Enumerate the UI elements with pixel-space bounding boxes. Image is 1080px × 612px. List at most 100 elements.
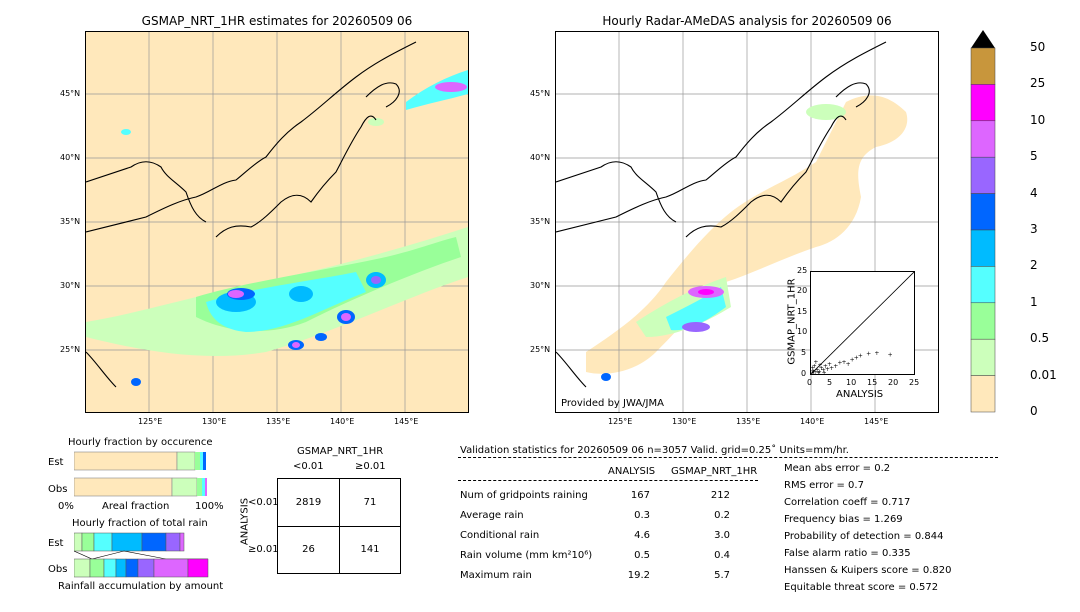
colorbar-label: 1 [1030,294,1038,309]
right-lat-label: 35°N [530,217,551,226]
scatter-point: + [825,366,830,373]
radar-credit: Provided by JWA/JMA [561,398,664,409]
colorbar-label: 5 [1030,149,1038,164]
right-map-svg [556,32,938,412]
colorbar-extend-arrow [971,30,995,48]
scatter-point: + [854,355,859,362]
scatter-point: + [811,369,816,374]
amount-bars [74,532,209,578]
left-lat-label: 25°N [60,345,81,354]
left-lon-label: 145°E [394,417,419,426]
scatter-point: + [846,361,851,368]
contingency-row-lt: <0.01 [248,497,279,508]
scatter-point: + [829,365,834,372]
left-lat-label: 45°N [60,89,81,98]
scatter-ytick: 0 [801,369,807,378]
scatter-xtick: 0 [807,378,813,387]
right-map-coast [556,41,887,388]
scatter-point: + [813,359,818,366]
colorbar-label: 0.01 [1030,367,1057,382]
stat-gsmap: 5.7 [714,570,730,581]
scatter-point: + [822,369,827,374]
scatter-xtick: 15 [867,378,878,387]
scatter-point: + [837,360,842,367]
contingency-row-ge: ≥0.01 [248,544,279,555]
colorbar-label: 4 [1030,185,1038,200]
right-map-title: Hourly Radar-AMeDAS analysis for 2026050… [602,14,892,28]
left-lon-label: 135°E [266,417,291,426]
colorbar-block [970,193,996,231]
left-lat-label: 35°N [60,217,81,226]
stat-analysis: 4.6 [634,530,650,541]
score-line: Probability of detection = 0.844 [784,531,944,542]
score-line: Mean abs error = 0.2 [784,463,891,474]
occurrence-axis-left: 0% [58,501,74,512]
scatter-point: + [811,370,815,374]
scatter-point: + [858,353,863,360]
contingency-miss: 26 [302,544,315,555]
left-lon-label: 140°E [330,417,355,426]
validation-divider [458,457,998,458]
colorbar [970,30,996,413]
scatter-point: + [841,359,846,366]
scatter-xtick: 20 [888,378,899,387]
scatter-xtick: 10 [846,378,857,387]
stat-analysis: 0.5 [634,550,650,561]
stat-analysis: 19.2 [627,570,650,581]
occurrence-axis-right: 100% [195,501,224,512]
right-lat-label: 40°N [530,153,551,162]
stat-analysis: 167 [630,490,650,501]
score-line: False alarm ratio = 0.335 [784,548,911,559]
colorbar-block [970,338,996,376]
scatter-point: + [833,363,838,370]
scatter-point: + [816,370,821,374]
scatter-point: + [821,367,826,374]
stat-label: Maximum rain [460,570,532,581]
scatter-point: + [811,365,815,372]
colorbar-block [970,120,996,158]
left-lat-label: 40°N [60,153,81,162]
amount-row-est: Est [48,538,64,549]
right-lat-label: 25°N [530,345,551,354]
scatter-ytick: 10 [797,327,808,336]
scatter-ylabel: GSMAP_NRT_1HR [786,278,798,365]
scatter-ytick: 5 [801,348,807,357]
occurrence-bars [74,451,207,497]
score-line: Equitable threat score = 0.572 [784,582,939,593]
colorbar-label: 25 [1030,76,1046,91]
contingency-title: GSMAP_NRT_1HR [297,446,384,457]
scatter-point: + [812,363,817,370]
scatter-point: + [888,351,893,358]
colorbar-block [970,229,996,267]
contingency-col-lt: <0.01 [293,461,324,472]
left-map-grid [86,32,468,412]
colorbar-label: 50 [1030,40,1046,54]
validation-col-analysis: ANALYSIS [608,466,656,477]
scatter-point: + [817,369,822,374]
scatter-xtick: 5 [827,378,833,387]
scatter-point: + [866,351,871,358]
scatter-plot: + + + + + + + + + + + + + + + + + + + + + + + + + + + + [810,271,915,377]
scatter-ytick: 20 [797,286,808,295]
contingency-hit: 141 [360,544,380,555]
occurrence-title: Hourly fraction by occurence [68,437,213,448]
scatter-point: + [818,362,823,369]
validation-col-gsmap: GSMAP_NRT_1HR [671,466,758,477]
occurrence-axis-mid: Areal fraction [102,501,170,512]
right-map-rain [601,104,846,381]
colorbar-label: 0 [1030,404,1038,418]
scatter-point: + [813,369,818,374]
right-lon-label: 140°E [800,417,825,426]
scatter-diagonal [810,271,915,375]
stat-analysis: 0.3 [634,510,650,521]
left-map-coast [86,41,417,388]
colorbar-block [970,302,996,340]
occurrence-row-obs: Obs [48,484,68,495]
colorbar-label: 2 [1030,258,1038,273]
score-line: Frequency bias = 1.269 [784,514,903,525]
scatter-point: + [827,361,832,368]
scatter-ytick: 25 [797,266,808,275]
amount-row-obs: Obs [48,564,68,575]
scatter-point: + [815,367,820,374]
score-line: RMS error = 0.7 [784,480,864,491]
